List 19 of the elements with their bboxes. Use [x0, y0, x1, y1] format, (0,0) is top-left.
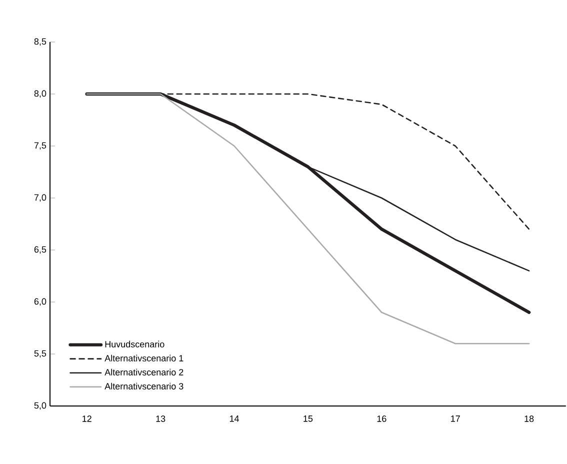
x-tick-label: 16 [377, 416, 386, 422]
x-tick-label: 12 [82, 416, 92, 422]
y-tick-label: 5,0 [34, 402, 46, 410]
y-tick-label: 7,5 [34, 142, 46, 150]
y-tick-label: 6,0 [34, 298, 46, 306]
y-tick-label: 5,5 [34, 350, 46, 358]
legend-label: Alternativscenario 3 [104, 382, 184, 390]
x-tick-label: 14 [230, 416, 239, 422]
legend-label: Alternativscenario 2 [104, 368, 184, 376]
x-tick-label: 13 [156, 416, 166, 422]
x-tick-label: 18 [524, 416, 534, 422]
x-tick-label: 17 [451, 416, 460, 422]
legend-label: Huvudscenario [105, 340, 164, 348]
y-tick-label: 8,0 [34, 90, 46, 98]
legend-label: Alternativscenario 1 [104, 354, 184, 362]
x-tick-label: 15 [304, 416, 313, 422]
y-tick-label: 8,5 [34, 38, 46, 46]
y-tick-label: 7,0 [34, 194, 46, 202]
y-tick-label: 6,5 [34, 246, 46, 254]
